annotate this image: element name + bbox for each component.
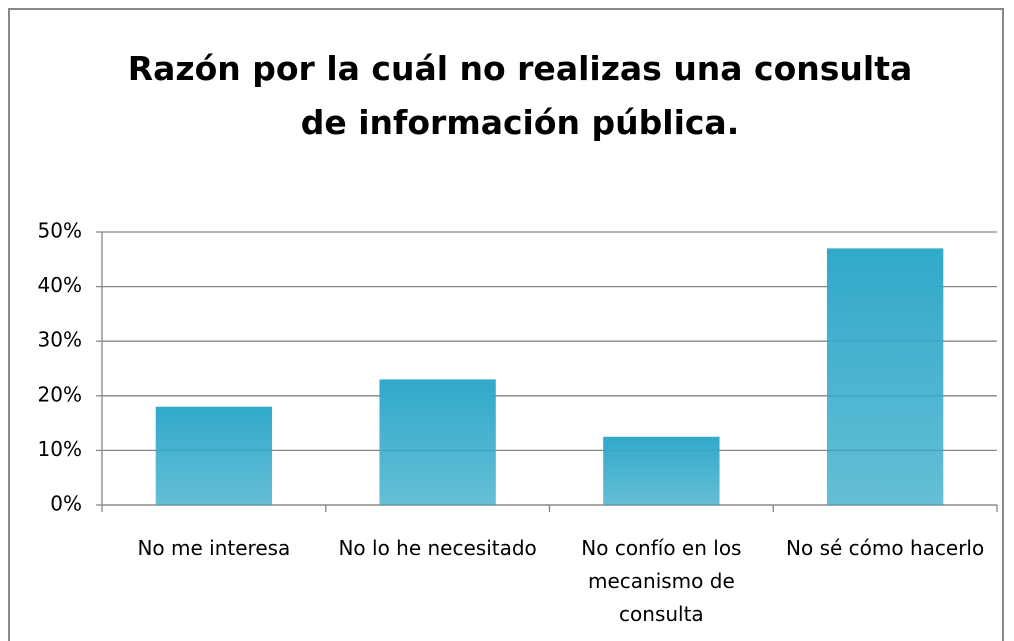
chart-border <box>8 8 1004 641</box>
y-tick-label: 20% <box>38 382 82 406</box>
y-tick-label: 30% <box>38 328 82 352</box>
x-tick-label: No me interesa <box>137 536 291 560</box>
bar <box>603 436 720 505</box>
y-tick-label: 0% <box>50 492 82 516</box>
bar <box>379 379 496 505</box>
y-tick-label: 50% <box>38 219 82 243</box>
x-tick-label: No confío en los mecanismo de consulta <box>581 536 742 626</box>
y-tick-label: 40% <box>38 273 82 297</box>
x-tick-label: No sé cómo hacerlo <box>786 536 985 560</box>
y-tick-label: 10% <box>38 437 82 461</box>
bar <box>155 406 273 505</box>
x-tick-label: No lo he necesitado <box>338 536 537 560</box>
chart-title: Razón por la cuál no realizas una consul… <box>127 49 913 142</box>
bar <box>826 248 944 505</box>
